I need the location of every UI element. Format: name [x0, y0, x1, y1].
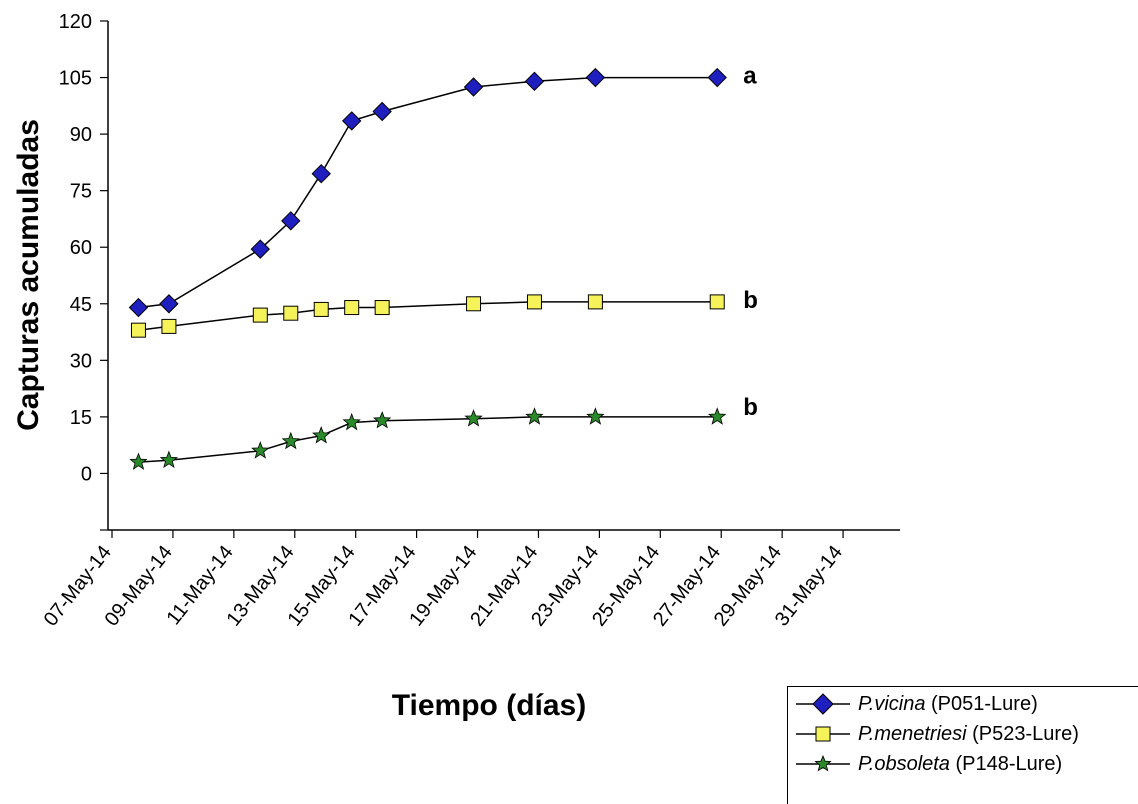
data-point	[344, 300, 360, 316]
significance-letter: b	[743, 394, 758, 421]
data-point	[374, 300, 390, 316]
y-tick-label: 105	[59, 68, 92, 90]
diamond-marker-icon	[796, 693, 850, 715]
y-tick-label: 45	[70, 294, 92, 316]
data-point	[159, 294, 179, 314]
series-line	[138, 301, 718, 331]
y-tick-label: 15	[70, 407, 92, 429]
data-point	[130, 322, 146, 338]
data-point	[586, 407, 605, 425]
data-point	[281, 211, 301, 231]
series-group	[128, 67, 727, 470]
data-point	[252, 307, 268, 323]
data-point	[341, 111, 362, 131]
y-axis-title: Capturas acumuladas	[12, 119, 45, 431]
axes	[107, 21, 900, 531]
data-point	[250, 239, 271, 259]
data-point	[283, 305, 299, 321]
significance-letter: a	[743, 63, 757, 90]
data-point	[313, 301, 329, 317]
significance-letters: a b b	[743, 63, 758, 421]
legend: P.vicina (P051-Lure) P.menetriesi (P523-…	[787, 686, 1138, 804]
y-tick-label: 90	[70, 124, 92, 146]
data-point	[708, 407, 727, 425]
data-point	[129, 452, 148, 470]
x-axis-title: Tiempo (días)	[392, 689, 586, 722]
star-marker-icon	[796, 754, 850, 772]
data-point	[525, 407, 544, 425]
data-point	[587, 294, 603, 310]
data-point	[342, 412, 361, 431]
x-tick-labels: 07-May-1409-May-1411-May-1413-May-1415-M…	[40, 530, 847, 630]
data-point	[707, 67, 727, 88]
legend-item-p-menetriesi: P.menetriesi (P523-Lure)	[788, 719, 1079, 749]
data-point	[526, 294, 542, 310]
data-point	[524, 71, 545, 92]
data-point	[372, 101, 392, 122]
square-marker-icon	[796, 726, 850, 742]
y-tick-label: 120	[59, 11, 92, 33]
legend-label: P.menetriesi (P523-Lure)	[858, 722, 1079, 745]
significance-letter: b	[743, 287, 758, 314]
data-point	[464, 409, 483, 427]
series-line	[138, 76, 718, 309]
data-point	[312, 426, 331, 444]
legend-item-p-obsoleta: P.obsoleta (P148-Lure)	[788, 749, 1062, 779]
data-point	[251, 441, 270, 459]
y-tick-label: 60	[70, 237, 92, 259]
data-point	[281, 431, 300, 450]
data-point	[311, 163, 331, 184]
legend-label: P.obsoleta (P148-Lure)	[858, 752, 1063, 775]
data-point	[466, 296, 482, 312]
data-point	[161, 318, 177, 334]
legend-item-p-vicina: P.vicina (P051-Lure)	[788, 689, 1038, 719]
data-point	[373, 411, 392, 429]
y-tick-labels: 0 15 30 45 60 75 90 105 120	[59, 11, 108, 531]
data-point	[128, 297, 149, 318]
data-point	[585, 67, 606, 88]
data-point	[709, 294, 725, 310]
y-tick-label: 75	[70, 181, 92, 203]
data-point	[463, 77, 484, 97]
data-point	[159, 450, 179, 469]
y-tick-label: 0	[81, 463, 92, 485]
series-line	[138, 416, 718, 463]
y-tick-label: 30	[70, 350, 92, 372]
legend-label: P.vicina (P051-Lure)	[858, 692, 1038, 715]
